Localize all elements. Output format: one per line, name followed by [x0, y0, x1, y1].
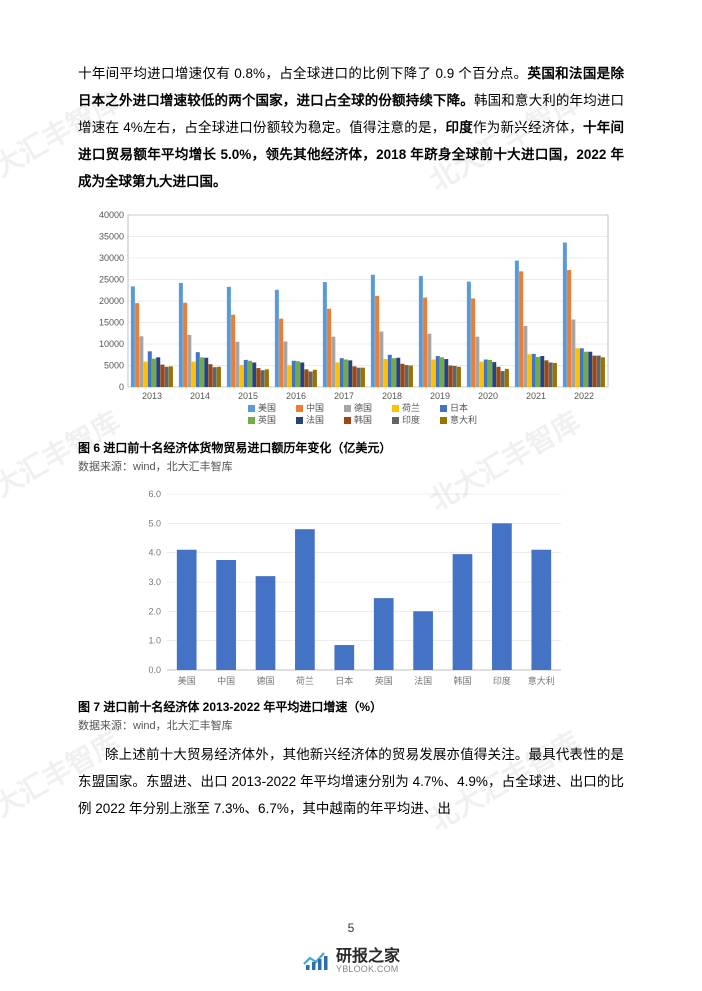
svg-text:法国: 法国 — [414, 675, 432, 686]
svg-text:15000: 15000 — [99, 318, 124, 328]
svg-text:20000: 20000 — [99, 296, 124, 306]
footer-logo: 研报之家 YBLOOK.COM — [302, 948, 400, 975]
svg-text:2015: 2015 — [238, 391, 258, 401]
paragraph-1: 十年间平均进口增速仅有 0.8%，占全球进口的比例下降了 0.9 个百分点。英国… — [78, 60, 624, 195]
svg-text:4.0: 4.0 — [148, 548, 161, 558]
svg-text:2017: 2017 — [334, 391, 354, 401]
svg-text:美国: 美国 — [178, 675, 196, 686]
svg-text:中国: 中国 — [306, 402, 324, 413]
svg-text:2016: 2016 — [286, 391, 306, 401]
svg-text:3.0: 3.0 — [148, 577, 161, 587]
svg-text:10000: 10000 — [99, 339, 124, 349]
svg-text:30000: 30000 — [99, 253, 124, 263]
svg-text:意大利: 意大利 — [450, 414, 477, 425]
svg-text:2018: 2018 — [382, 391, 402, 401]
svg-text:2.0: 2.0 — [148, 606, 161, 616]
svg-text:印度: 印度 — [493, 675, 511, 686]
svg-text:日本: 日本 — [335, 675, 353, 686]
svg-text:1.0: 1.0 — [148, 636, 161, 646]
svg-text:0.0: 0.0 — [148, 665, 161, 675]
chart-2-source: 数据来源：wind，北大汇丰智库 — [78, 717, 624, 733]
svg-text:荷兰: 荷兰 — [402, 402, 420, 413]
svg-text:40000: 40000 — [99, 210, 124, 220]
svg-text:35000: 35000 — [99, 232, 124, 242]
svg-text:德国: 德国 — [354, 402, 372, 413]
page-number: 5 — [348, 921, 355, 935]
bar-chart: 0.0 1.0 2.0 3.0 4.0 5.0 6.0 美国 中国 德国 荷兰 日本 英国 法国 韩国 印度 意… — [131, 484, 571, 694]
svg-text:5000: 5000 — [104, 361, 124, 371]
svg-text:日本: 日本 — [450, 402, 468, 413]
chart-2-caption: 图 7 进口前十名经济体 2013-2022 年平均进口增速（%） — [78, 698, 624, 715]
svg-text:韩国: 韩国 — [453, 675, 471, 686]
svg-text:美国: 美国 — [258, 402, 276, 413]
footer-main: 研报之家 — [336, 948, 400, 966]
svg-text:2014: 2014 — [190, 391, 210, 401]
svg-text:意大利: 意大利 — [528, 675, 555, 686]
paragraph-2: 除上述前十大贸易经济体外，其他新兴经济体的贸易发展亦值得关注。最具代表性的是东盟… — [78, 741, 624, 822]
chart-1-caption: 图 6 进口前十名经济体货物贸易进口额历年变化（亿美元） — [78, 439, 624, 456]
svg-text:中国: 中国 — [217, 675, 235, 686]
svg-text:2019: 2019 — [430, 391, 450, 401]
svg-text:5.0: 5.0 — [148, 518, 161, 528]
svg-text:2013: 2013 — [142, 391, 162, 401]
svg-text:6.0: 6.0 — [148, 489, 161, 499]
report-icon — [302, 950, 330, 972]
footer-sub: YBLOOK.COM — [336, 965, 400, 975]
svg-text:荷兰: 荷兰 — [296, 675, 314, 686]
svg-text:英国: 英国 — [258, 414, 276, 425]
svg-text:0: 0 — [119, 382, 124, 392]
svg-text:2022: 2022 — [574, 391, 594, 401]
svg-text:2020: 2020 — [478, 391, 498, 401]
svg-text:法国: 法国 — [306, 414, 324, 425]
svg-text:韩国: 韩国 — [354, 414, 372, 425]
svg-text:印度: 印度 — [402, 414, 420, 425]
chart-1-container: 0 5000 10000 15000 20000 25000 30000 35000 40000… — [78, 205, 624, 435]
grouped-bar-chart: 0 5000 10000 15000 20000 25000 30000 35000 40000… — [86, 205, 616, 435]
svg-text:德国: 德国 — [256, 675, 274, 686]
svg-text:英国: 英国 — [375, 675, 393, 686]
svg-text:2021: 2021 — [526, 391, 546, 401]
chart-2-container: 0.0 1.0 2.0 3.0 4.0 5.0 6.0 美国 中国 德国 荷兰 日本 英国 法国 韩国 印度 意… — [78, 484, 624, 694]
chart-1-source: 数据来源：wind，北大汇丰智库 — [78, 458, 624, 474]
svg-text:25000: 25000 — [99, 275, 124, 285]
